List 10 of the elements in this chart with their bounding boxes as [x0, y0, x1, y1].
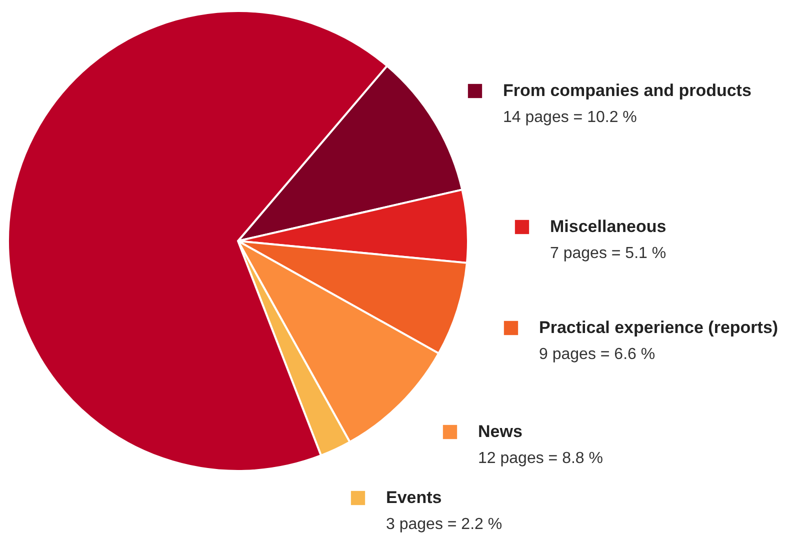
legend-label: Practical experience (reports): [539, 318, 778, 337]
legend-label: From companies and products: [503, 81, 752, 100]
data-label: 3 pages = 2.2 %: [386, 516, 502, 533]
data-label: 12 pages = 8.8 %: [478, 450, 603, 467]
data-label: 14 pages = 10.2 %: [503, 109, 637, 126]
data-label: 9 pages = 6.6 %: [539, 346, 656, 363]
legend-label: Miscellaneous: [550, 217, 666, 236]
legend-label: News: [478, 422, 522, 441]
legend-label: Events: [386, 488, 442, 507]
data-label: 7 pages = 5.1 %: [550, 245, 666, 262]
